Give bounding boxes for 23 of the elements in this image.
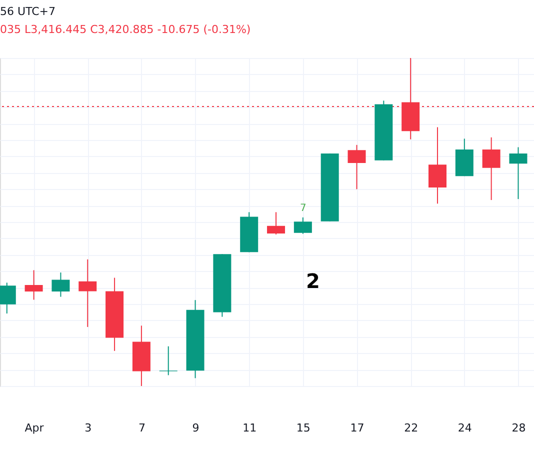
text: 035 L3,416.445 C3,420.885 -10.675 (-0.31%) [0,23,251,36]
candlestick [52,272,70,298]
candlestick [294,216,312,234]
x-tick-label: 7 [138,422,146,434]
x-tick-label: 17 [350,422,364,434]
candlestick [509,146,528,200]
x-tick-label: Apr [24,422,44,434]
candlestick [348,144,366,190]
candlestick [428,126,446,204]
candlestick [78,258,97,328]
candlestick [24,270,43,300]
x-tick-label: 15 [296,422,310,434]
x-tick-label: 11 [242,422,257,434]
x-tick-label: 9 [192,422,200,434]
text: 56 UTC+7 [0,5,56,18]
annotation: 7 [300,203,306,214]
candlestick [482,136,500,201]
x-tick-label: 28 [512,422,526,434]
candlestick [267,212,286,235]
x-tick-label: 3 [84,422,92,434]
annotation: 2 [306,269,320,293]
x-tick-label: 22 [404,422,418,434]
x-tick-label: 24 [458,422,472,434]
